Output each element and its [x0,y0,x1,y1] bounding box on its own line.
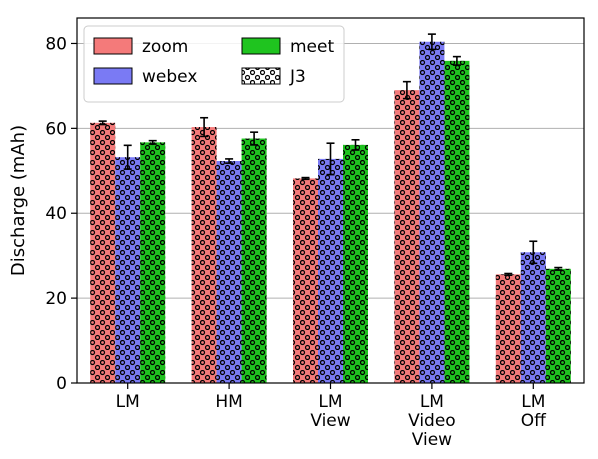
bar-pattern [520,252,546,383]
y-axis-label: Discharge (mAh) [8,125,29,276]
legend-swatch-pattern [241,67,281,85]
bar-pattern [343,144,368,383]
x-tick-label: Video [408,411,456,431]
bar-pattern [394,90,420,384]
legend-swatch-zoom [93,37,133,55]
x-tick-label: LM [420,392,444,412]
x-tick-label: LM [318,392,342,412]
legend-swatch-meet [241,37,281,55]
bar-pattern [115,157,141,383]
bar-pattern [318,158,343,383]
legend-label-meet: meet [290,37,334,57]
x-tick-label: HM [215,392,242,412]
bar-pattern [495,274,521,383]
legend-label-zoom: zoom [142,37,188,57]
bar-pattern [216,161,242,383]
x-tick-label: View [412,430,452,450]
legend-swatch-webex [93,67,133,85]
legend-label-webex: webex [142,67,197,87]
bar-pattern [545,268,571,383]
bar-pattern [241,138,267,383]
y-tick-label: 40 [45,204,67,224]
x-tick-label: LM [521,392,545,412]
x-tick-label: View [310,411,350,431]
y-tick-label: 60 [45,119,67,139]
bars [90,33,571,384]
y-tick-label: 80 [45,34,67,54]
y-tick-label: 0 [56,374,67,394]
legend: zoom meet webex J3 [83,25,345,103]
x-tick-label: LM [116,392,140,412]
x-tick-label: Off [521,411,547,431]
plot-frame [76,17,585,384]
bar-pattern [444,60,470,384]
bar-pattern [191,127,217,383]
bar-pattern [140,142,166,383]
y-tick-label: 20 [45,289,67,309]
legend-label-j3: J3 [289,67,306,87]
bar-pattern [293,178,318,383]
bar-pattern [419,41,445,383]
bar-pattern [90,122,116,384]
